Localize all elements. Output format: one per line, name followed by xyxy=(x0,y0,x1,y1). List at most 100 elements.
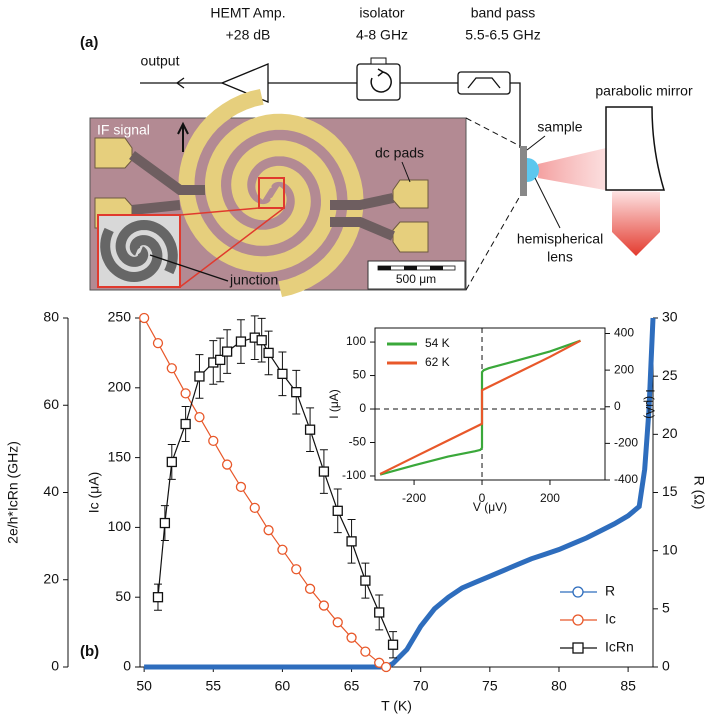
dc-pads-label: dc pads xyxy=(375,145,424,161)
y2-tick-label: 30 xyxy=(662,309,678,325)
x-tick-label: 75 xyxy=(482,678,498,694)
y-tick-label: 0 xyxy=(123,658,131,674)
y-tick-label: 50 xyxy=(353,368,367,382)
marker xyxy=(153,339,162,348)
marker xyxy=(181,389,190,398)
sample xyxy=(520,146,527,196)
sample-label: sample xyxy=(537,119,582,135)
marker xyxy=(306,584,315,593)
lens-label: lens xyxy=(547,249,573,265)
x-tick-label: 50 xyxy=(136,678,152,694)
marker xyxy=(264,526,273,535)
y2-tick-label: 15 xyxy=(662,483,678,499)
marker xyxy=(306,425,315,434)
marker xyxy=(573,587,583,597)
x-tick-label: 55 xyxy=(205,678,221,694)
isolator-port xyxy=(371,58,386,64)
y-tick-label: 200 xyxy=(108,379,132,395)
y3-tick-label: 80 xyxy=(43,309,59,325)
marker xyxy=(292,565,301,574)
marker xyxy=(195,413,204,422)
band-pass-filter xyxy=(458,72,510,94)
y3-tick-label: 40 xyxy=(43,483,59,499)
y2-axis-label: I (μA) xyxy=(643,389,657,419)
marker xyxy=(250,503,259,512)
mirror-label: parabolic mirror xyxy=(595,83,693,99)
inset-chart: -2000200-100-50050100-400-2000200400V (μ… xyxy=(327,326,657,515)
marker xyxy=(347,537,356,546)
y3-tick-label: 60 xyxy=(43,396,59,412)
parabolic-mirror xyxy=(606,107,664,190)
marker xyxy=(292,388,301,397)
series-line xyxy=(158,338,393,645)
lens-label: hemispherical xyxy=(517,231,603,247)
marker xyxy=(181,420,190,429)
marker xyxy=(236,482,245,491)
x-axis-label: T (K) xyxy=(381,698,412,714)
marker xyxy=(375,608,384,617)
legend-label: 54 K xyxy=(425,336,450,350)
marker xyxy=(167,457,176,466)
y3-axis-label: 2e/h*IcRn (GHz) xyxy=(5,441,21,544)
x-tick-label: -200 xyxy=(402,491,426,505)
beam-arrow xyxy=(612,192,660,256)
marker xyxy=(347,633,356,642)
amp-name: HEMT Amp. xyxy=(210,5,285,21)
junction-label: junction xyxy=(229,272,278,288)
y-tick-label: 100 xyxy=(346,334,366,348)
marker xyxy=(573,643,583,653)
y3-tick-label: 0 xyxy=(51,658,59,674)
y2-axis-label: R (Ω) xyxy=(691,476,707,510)
marker xyxy=(333,618,342,627)
setup-diagram: (a) HEMT Amp. +28 dB isolator 4-8 GHz ba… xyxy=(80,5,693,290)
marker xyxy=(209,436,218,445)
y2-tick-label: 25 xyxy=(662,367,678,383)
marker xyxy=(223,347,232,356)
lens-leader xyxy=(535,178,560,228)
lens xyxy=(527,158,539,182)
isolator-name: isolator xyxy=(359,5,404,21)
y-tick-label: -50 xyxy=(349,435,367,449)
legend-label: R xyxy=(605,583,615,599)
amp-gain: +28 dB xyxy=(226,27,271,43)
marker xyxy=(361,647,370,656)
bandpass-band: 5.5-6.5 GHz xyxy=(465,27,540,43)
x-tick-label: 85 xyxy=(620,678,636,694)
y-tick-label: 0 xyxy=(359,401,366,415)
marker xyxy=(140,314,149,323)
marker xyxy=(382,663,391,672)
legend-label: 62 K xyxy=(425,355,450,369)
y-tick-label: -100 xyxy=(342,468,366,482)
y2-tick-label: -200 xyxy=(614,436,638,450)
marker xyxy=(236,337,245,346)
figure: (a) HEMT Amp. +28 dB isolator 4-8 GHz ba… xyxy=(0,0,711,721)
marker xyxy=(573,615,583,625)
marker xyxy=(278,545,287,554)
y-tick-label: 150 xyxy=(108,448,132,464)
legend-label: IcRn xyxy=(605,639,634,655)
series-line xyxy=(144,318,386,667)
x-tick-label: 200 xyxy=(540,491,560,505)
y2-tick-label: 10 xyxy=(662,541,678,557)
x-tick-label: 60 xyxy=(275,678,291,694)
x-axis-label: V (μV) xyxy=(473,500,507,514)
y-axis-label: Ic (μA) xyxy=(86,472,102,514)
if-signal-label: IF signal xyxy=(97,122,150,138)
x-tick-label: 65 xyxy=(344,678,360,694)
marker xyxy=(333,506,342,515)
y-tick-label: 50 xyxy=(115,588,131,604)
y2-tick-label: 0 xyxy=(614,399,621,413)
isolator-band: 4-8 GHz xyxy=(356,27,408,43)
legend-label: Ic xyxy=(605,611,616,627)
marker xyxy=(223,460,232,469)
output-label: output xyxy=(141,53,180,69)
marker xyxy=(389,640,398,649)
inset-background xyxy=(375,328,605,480)
scale-bar-label: 500 μm xyxy=(396,272,436,286)
panel-label: (a) xyxy=(80,34,98,51)
x-tick-label: 80 xyxy=(551,678,567,694)
marker xyxy=(319,601,328,610)
marker xyxy=(264,348,273,357)
marker xyxy=(167,364,176,373)
